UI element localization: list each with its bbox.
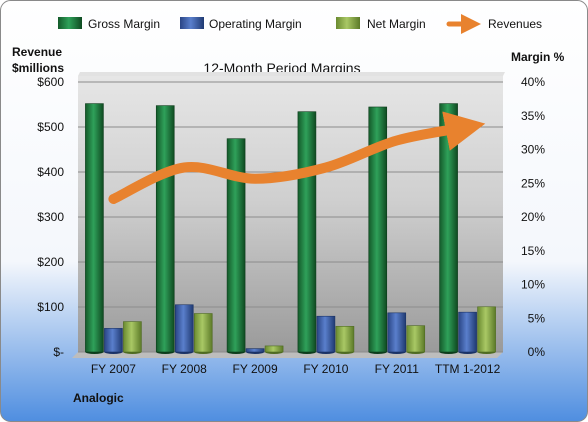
- legend-swatch-net-margin: [336, 17, 360, 29]
- bar-net-margin: [123, 321, 142, 353]
- right-axis-tick-label: 40%: [521, 75, 545, 89]
- category-label: TTM 1-2012: [435, 362, 501, 376]
- bar-operating-margin: [174, 304, 194, 353]
- bar-gross-margin: [155, 105, 175, 353]
- bar-net-margin: [335, 326, 355, 353]
- bar-operating-margin: [104, 328, 123, 353]
- bar-net-margin: [193, 313, 213, 353]
- legend-label-revenues: Revenues: [488, 17, 542, 31]
- category-label: FY 2008: [162, 362, 207, 376]
- bar-operating-margin: [387, 312, 407, 353]
- legend-label-net-margin: Net Margin: [367, 17, 426, 31]
- left-axis-ticks: $- $100 $200 $300 $400 $500 $600: [37, 75, 64, 359]
- revenues-series-line: [108, 111, 486, 204]
- left-axis-tick-label: $100: [37, 300, 64, 314]
- category-label: FY 2011: [375, 362, 420, 376]
- right-axis-tick-label: 20%: [521, 210, 545, 224]
- left-axis-tick-label: $300: [37, 210, 64, 224]
- category-labels: FY 2007 FY 2008 FY 2009 FY 2010 FY 2011 TTM 1…: [91, 362, 501, 376]
- right-axis-tick-label: 30%: [521, 143, 545, 157]
- left-axis-tick-label: $400: [37, 165, 64, 179]
- left-axis-tick-label: $600: [37, 75, 64, 89]
- company-name: Analogic: [73, 391, 124, 405]
- left-axis-tick-label: $-: [53, 345, 64, 359]
- left-axis-tick-label: $500: [37, 120, 64, 134]
- bar-gross-margin: [297, 111, 317, 353]
- revenue-line: [108, 111, 486, 204]
- legend-label-gross-margin: Gross Margin: [88, 17, 160, 31]
- bar-operating-margin: [458, 311, 477, 353]
- bar-net-margin: [264, 345, 284, 353]
- bar-net-margin: [406, 325, 426, 353]
- category-label: FY 2009: [233, 362, 278, 376]
- right-axis-tick-label: 0%: [528, 345, 546, 359]
- bar-net-margin: [477, 306, 496, 353]
- right-axis-tick-label: 35%: [521, 109, 545, 123]
- right-axis-tick-label: 25%: [521, 176, 545, 190]
- right-axis-ticks: 0% 5% 10% 15% 20% 25% 30% 35% 40%: [521, 75, 545, 359]
- gridlines: [78, 81, 503, 353]
- bar-gross-margin: [439, 103, 458, 353]
- bars: [85, 103, 496, 354]
- left-axis-title-line-1: Revenue: [12, 45, 62, 59]
- right-axis-title: Margin %: [511, 50, 565, 64]
- left-axis-title-line-2: $millions: [12, 61, 64, 75]
- bar-operating-margin: [245, 348, 265, 353]
- legend-swatch-operating-margin: [180, 17, 204, 29]
- bar-gross-margin: [226, 138, 246, 353]
- category-label: FY 2007: [91, 362, 136, 376]
- right-axis-tick-label: 15%: [521, 244, 545, 258]
- left-axis-tick-label: $200: [37, 255, 64, 269]
- bar-gross-margin: [85, 103, 104, 353]
- bar-operating-margin: [316, 315, 336, 353]
- legend-swatch-gross-margin: [58, 17, 82, 29]
- plot-area: [78, 76, 503, 352]
- category-label: FY 2010: [303, 362, 348, 376]
- bar-gross-margin: [368, 106, 388, 353]
- right-axis-tick-label: 5%: [528, 311, 546, 325]
- legend: Gross Margin Operating Margin Net Margin…: [58, 14, 542, 34]
- right-axis-tick-label: 10%: [521, 278, 545, 292]
- legend-label-operating-margin: Operating Margin: [209, 17, 302, 31]
- plot-area-top-wall: [78, 72, 505, 76]
